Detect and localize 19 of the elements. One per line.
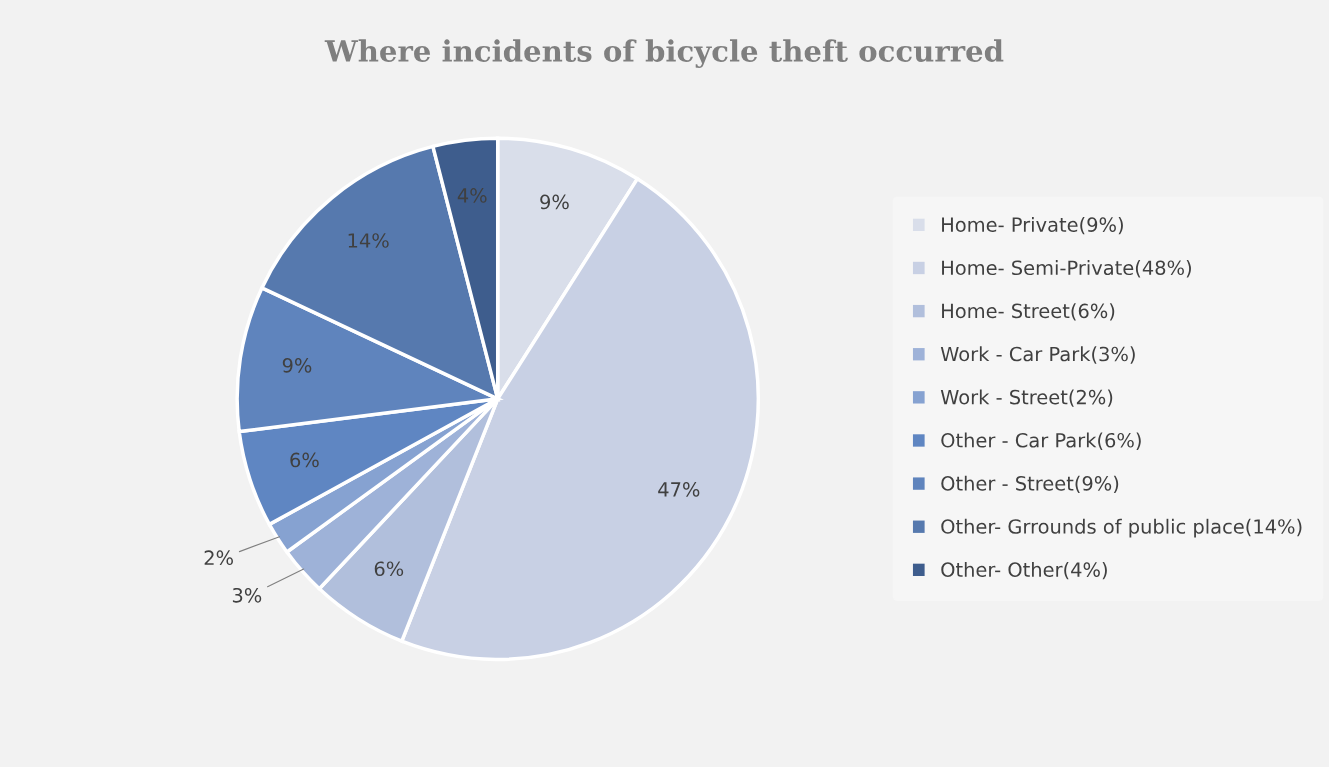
data-label: 14% — [348, 233, 389, 248]
data-label: 9% — [282, 357, 312, 373]
data-label: 6% — [290, 452, 319, 468]
data-label: 4% — [457, 188, 487, 203]
legend-label: Home- Street(6%) — [942, 303, 1115, 321]
legend-label: Home- Private(9%) — [942, 216, 1123, 235]
legend-label: Work - Car Park(3%) — [940, 346, 1135, 364]
data-label: 2% — [204, 550, 233, 566]
legend-label: Other- Grrounds of public place(14%) — [941, 518, 1302, 538]
data-label: 6% — [374, 561, 404, 577]
data-label: 9% — [540, 194, 569, 210]
data-label: 3% — [232, 587, 262, 603]
legend-label: Other - Street(9%) — [941, 475, 1119, 494]
legend-label: Other - Car Park(6%) — [941, 432, 1141, 450]
legend-label: Other- Other(4%) — [941, 561, 1107, 580]
data-label: 47% — [658, 482, 700, 497]
legend-label: Home- Semi-Private(48%) — [942, 260, 1191, 278]
legend-label: Work - Street(2%) — [940, 389, 1113, 407]
chart-title: Where incidents of bicycle theft occurred — [324, 39, 1004, 69]
